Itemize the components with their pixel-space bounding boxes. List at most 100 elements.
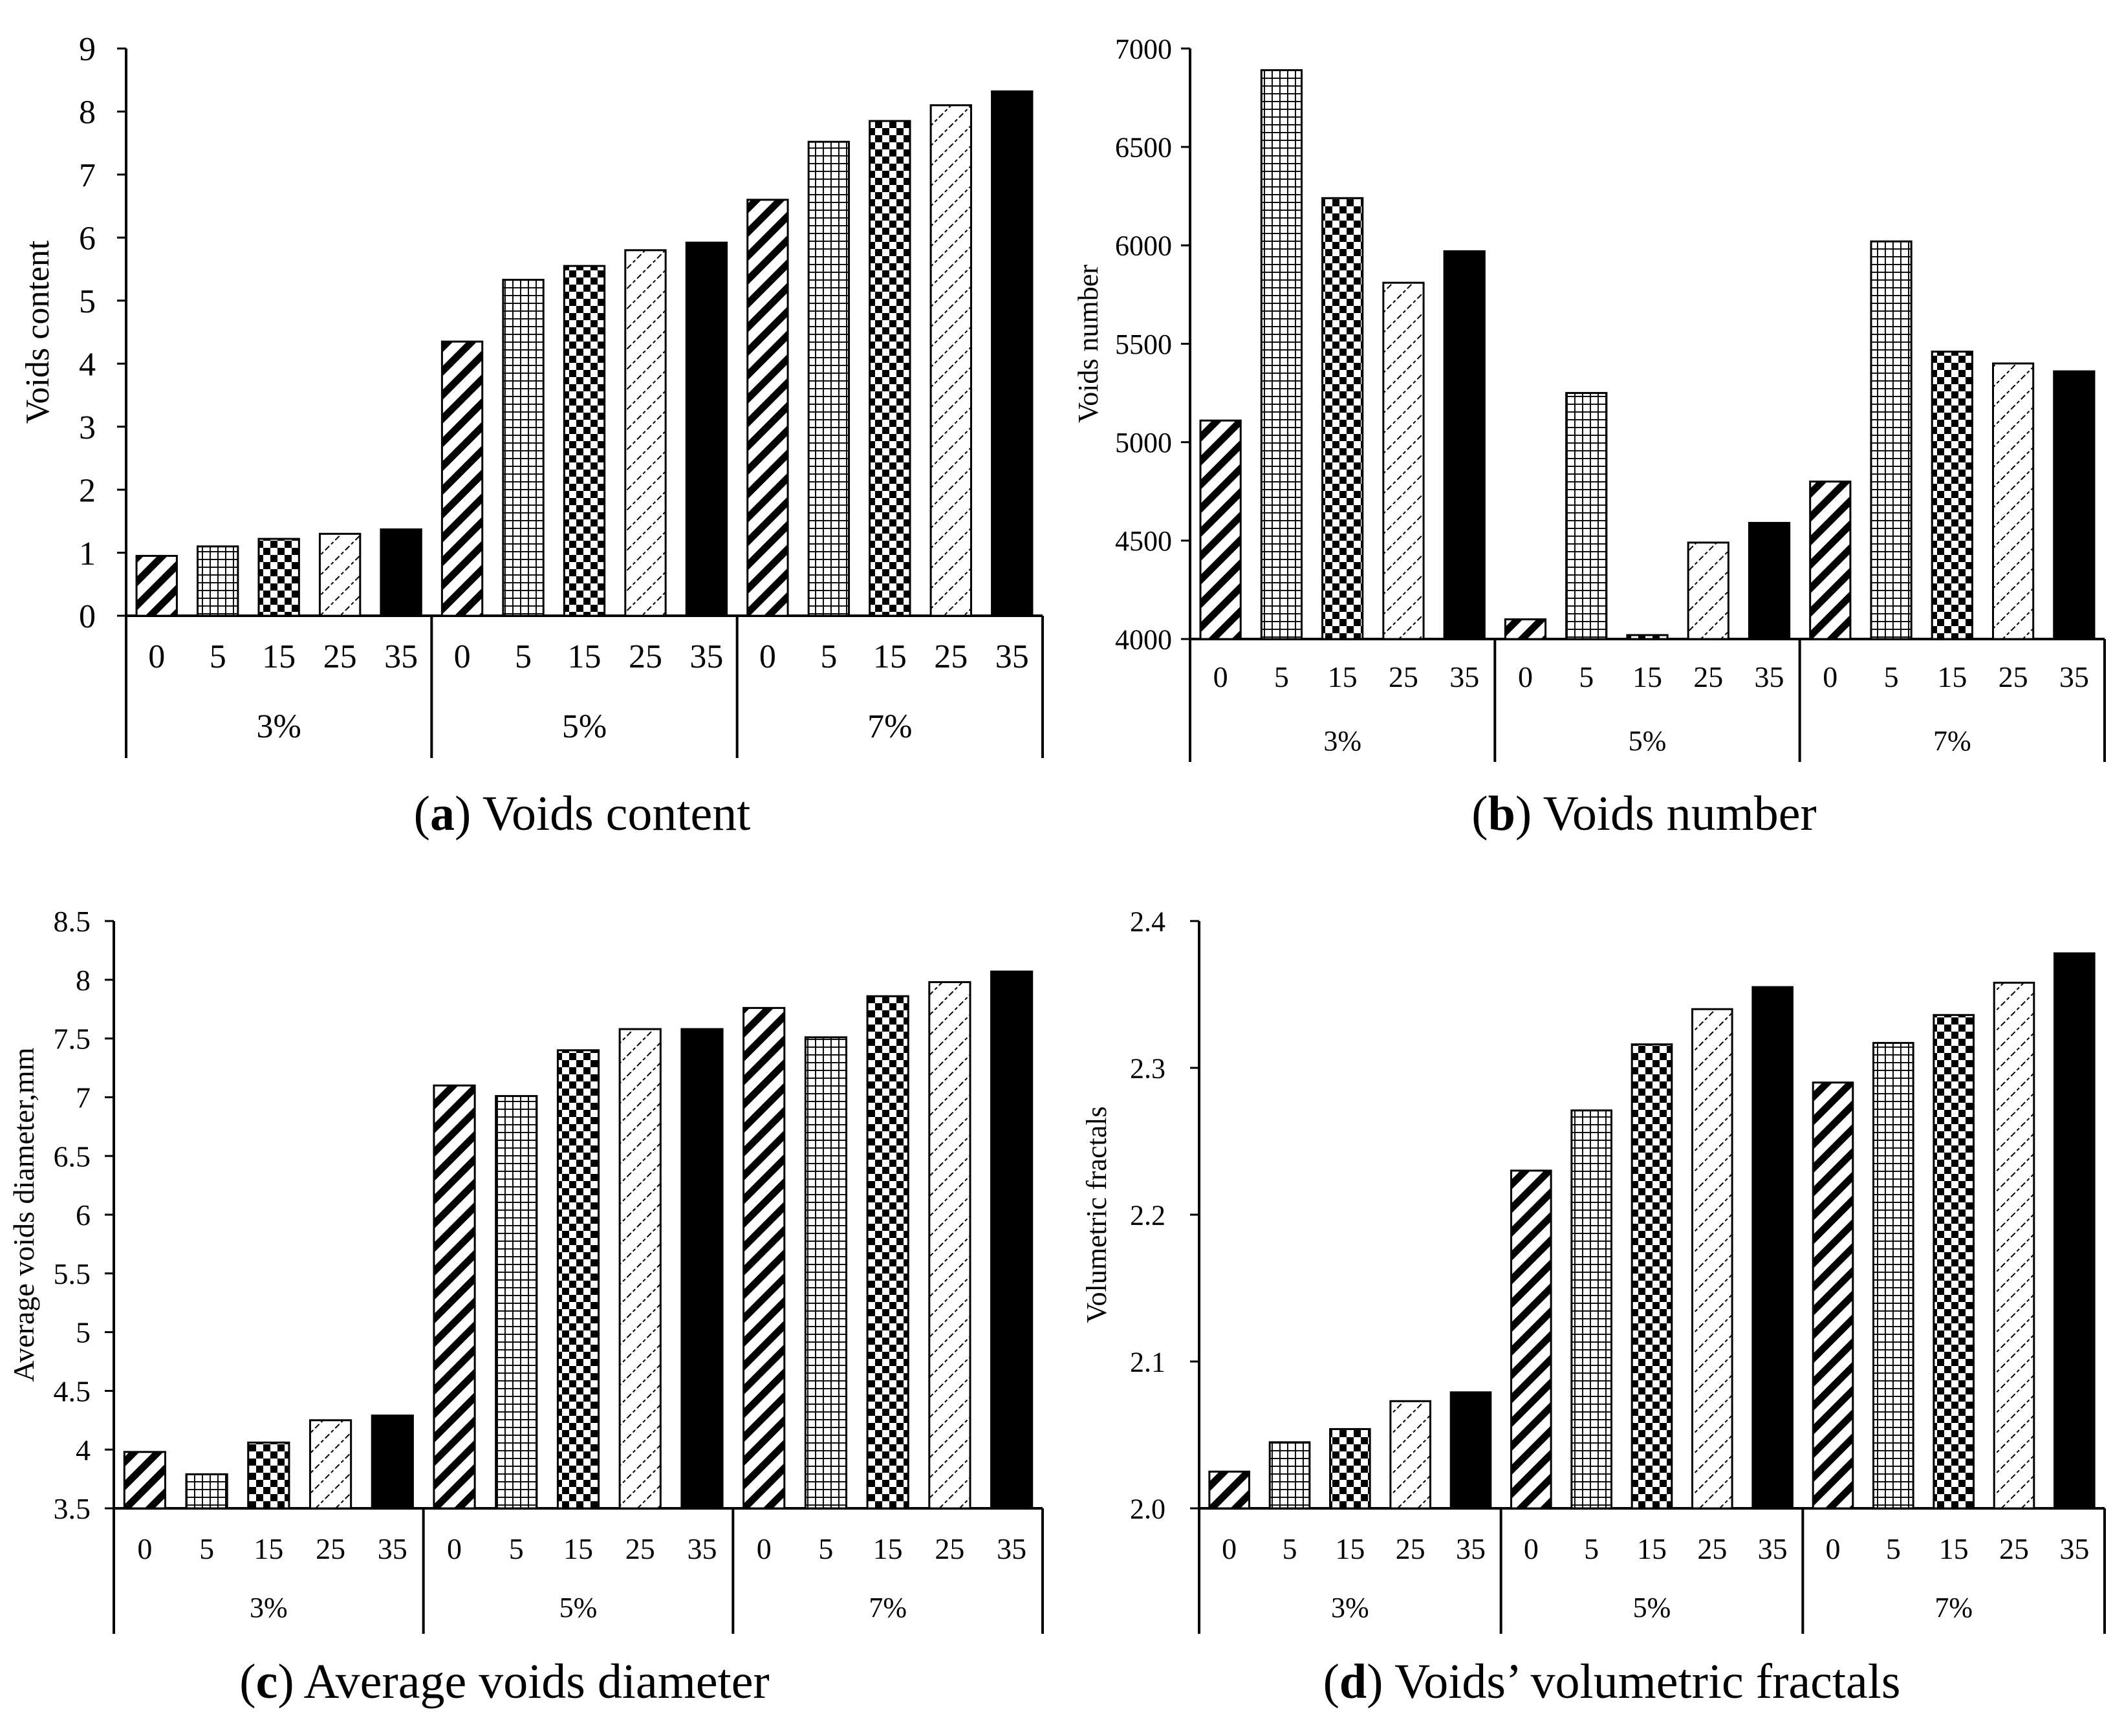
bar <box>1687 541 1729 640</box>
y-axis-label: Voids content <box>19 240 56 424</box>
bar <box>742 1006 786 1510</box>
y-tick-label: 2 <box>79 472 96 509</box>
category-tick-label: 15 <box>1937 660 1967 693</box>
category-tick-label: 15 <box>1939 1532 1969 1565</box>
bar <box>380 528 422 617</box>
chart-voids-content: 0 1 2 3 4 5 6 7 8 9 Voids content 3% 0 5 15 25 35 5% 0 5 15 2… <box>19 31 1044 758</box>
group-label: 5% <box>1633 1592 1671 1623</box>
category-tick-label: 25 <box>1693 660 1723 693</box>
category-tick-label: 35 <box>687 1532 717 1565</box>
bar <box>495 1095 538 1510</box>
category-tick-label: 35 <box>995 638 1029 675</box>
bar <box>624 249 667 617</box>
bar <box>1449 1391 1492 1510</box>
bar <box>990 970 1034 1510</box>
bar <box>1872 1041 1914 1510</box>
category-tick-label: 0 <box>757 1532 772 1565</box>
y-tick-label: 6000 <box>1115 230 1172 262</box>
y-axis-label: Average voids diameter,mm <box>7 1047 40 1382</box>
category-tick-label: 5 <box>515 638 532 675</box>
category-tick-label: 35 <box>997 1532 1026 1565</box>
category-tick-label: 0 <box>148 638 165 675</box>
category-tick-label: 5 <box>509 1532 524 1565</box>
y-tick-label: 8 <box>76 964 91 997</box>
category-tick-label: 15 <box>568 638 601 675</box>
bar <box>563 265 606 617</box>
category-tick-label: 15 <box>262 638 296 675</box>
group-label: 5% <box>1629 725 1667 757</box>
y-tick-label: 6 <box>79 221 96 257</box>
chart-panel-b: 4000 4500 5000 5500 6000 6500 7000 Voids number… <box>1062 0 2124 868</box>
category-tick-label: 0 <box>1222 1532 1237 1565</box>
y-tick-label: 7 <box>76 1081 91 1114</box>
category-tick-label: 0 <box>137 1532 152 1565</box>
bar <box>1870 240 1913 640</box>
category-tick-label: 5 <box>1579 660 1594 693</box>
y-axis-label: Voids number <box>1072 265 1104 423</box>
y-tick-label: 5000 <box>1115 427 1172 459</box>
y-tick-label: 6 <box>76 1199 91 1231</box>
category-tick-label: 5 <box>210 638 226 675</box>
bar <box>1510 1169 1552 1510</box>
bar <box>1570 1109 1612 1510</box>
category-tick-label: 25 <box>323 638 357 675</box>
bar <box>1933 1014 1975 1510</box>
bar <box>556 1049 600 1510</box>
bar <box>1931 351 1973 640</box>
bar <box>1691 1008 1733 1510</box>
y-tick-label: 2.2 <box>1130 1199 1165 1231</box>
caption-a-letter: a <box>429 787 455 841</box>
bar <box>1751 986 1793 1510</box>
bar <box>618 1028 662 1510</box>
group-label: 5% <box>559 1592 598 1623</box>
bar <box>440 340 484 617</box>
y-tick-label: 2.0 <box>1130 1493 1165 1524</box>
chart-panel-d: 2.0 2.1 2.2 2.3 2.4 Volumetric fractals 3% 0 5 15… <box>1062 868 2124 1736</box>
category-tick-label: 15 <box>1632 660 1662 693</box>
category-tick-label: 5 <box>818 1532 833 1565</box>
category-tick-label: 0 <box>759 638 776 675</box>
bar <box>1504 618 1547 640</box>
bar <box>1268 1441 1311 1510</box>
y-tick-label: 6500 <box>1115 132 1172 164</box>
bar <box>197 545 239 617</box>
category-tick-label: 25 <box>1999 660 2028 693</box>
category-tick-label: 0 <box>1524 1532 1539 1565</box>
bar <box>1208 1470 1250 1510</box>
bar <box>1382 281 1425 640</box>
y-tick-label: 3.5 <box>54 1492 91 1525</box>
category-tick-label: 5 <box>1274 660 1289 693</box>
category-tick-label: 0 <box>1823 660 1837 693</box>
caption-c-letter: c <box>255 1655 278 1709</box>
chart-volumetric-fractals: 2.0 2.1 2.2 2.3 2.4 Volumetric fractals 3% 0 5 15… <box>1081 906 2106 1634</box>
group-label: 3% <box>250 1592 288 1623</box>
category-tick-label: 15 <box>1335 1532 1365 1565</box>
category-tick-label: 5 <box>1283 1532 1297 1565</box>
bar <box>1809 481 1852 640</box>
category-tick-label: 25 <box>629 638 662 675</box>
category-tick-label: 35 <box>2059 660 2089 693</box>
y-tick-label: 6.5 <box>54 1140 91 1173</box>
bar <box>866 995 909 1510</box>
category-tick-label: 25 <box>625 1532 655 1565</box>
category-tick-label: 35 <box>378 1532 407 1565</box>
bar <box>928 981 971 1510</box>
category-tick-label: 0 <box>454 638 471 675</box>
category-tick-label: 25 <box>316 1532 345 1565</box>
caption-b: (b) Voids number <box>1471 787 1817 841</box>
bar <box>807 140 851 617</box>
y-tick-label: 7 <box>79 157 96 194</box>
y-tick-label: 5500 <box>1115 329 1172 360</box>
bar <box>1199 419 1242 640</box>
bar <box>869 120 911 617</box>
chart-average-voids-diameter: 3.5 4 4.5 5 5.5 6 6.5 7 7.5 8 8.5 Average voids dia… <box>7 905 1044 1634</box>
bar <box>929 104 972 617</box>
category-tick-label: 0 <box>1213 660 1228 693</box>
category-tick-label: 25 <box>935 1532 964 1565</box>
category-tick-label: 0 <box>447 1532 462 1565</box>
y-tick-label: 4500 <box>1115 525 1172 557</box>
group-label: 7% <box>867 708 912 745</box>
bar <box>685 241 728 617</box>
category-tick-label: 25 <box>1999 1532 2029 1565</box>
category-tick-label: 15 <box>1637 1532 1667 1565</box>
